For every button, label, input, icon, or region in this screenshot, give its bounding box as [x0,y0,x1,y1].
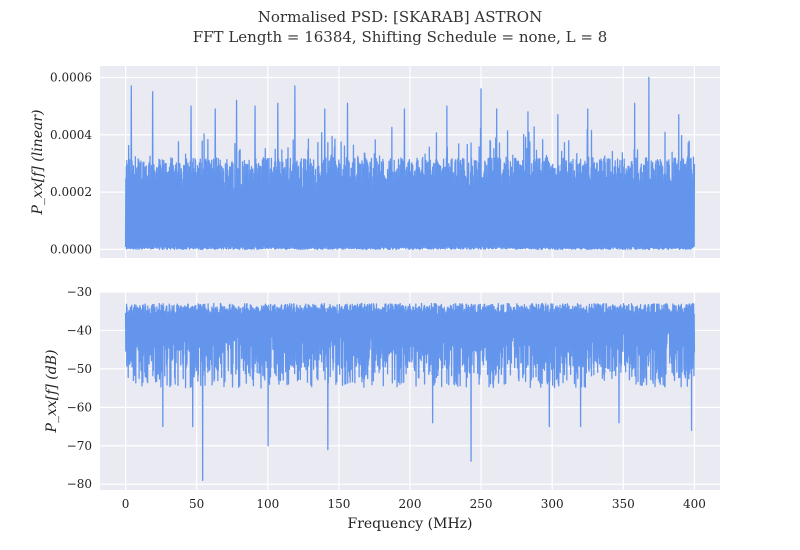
x-axis-label: Frequency (MHz) [347,516,472,532]
x-tick-label: 400 [683,497,706,511]
x-tick-label: 250 [470,497,493,511]
x-tick-label: 50 [189,497,204,511]
y-axis-label: P_xx[f] (linear) [30,110,46,216]
x-tick-label: 350 [612,497,635,511]
series-line [124,76,696,251]
y-tick-label: −70 [67,439,92,453]
y-tick-label: −40 [67,323,92,337]
chart-title-line2: FFT Length = 16384, Shifting Schedule = … [193,28,608,46]
y-tick-label: 0.0000 [50,242,92,256]
x-tick-label: 0 [122,497,130,511]
x-tick-label: 100 [256,497,279,511]
x-tick-label: 200 [399,497,422,511]
y-tick-label: −50 [67,362,92,376]
bottom-panel: −80 −70 −60 −50 −40 −30 0 50 100 150 200 250 300 350 4… [44,285,720,511]
y-tick-label: −30 [67,285,92,299]
x-tick-label: 150 [327,497,350,511]
y-tick-label: 0.0002 [50,185,92,199]
y-tick-label: −60 [67,400,92,414]
y-tick-label: 0.0004 [50,128,92,142]
x-tick-label: 300 [541,497,564,511]
top-panel: 0.0000 0.0002 0.0004 0.0006 P_xx[f] (linear) [30,66,720,258]
y-tick-label: 0.0006 [50,70,92,84]
y-tick-label: −80 [67,477,92,491]
series-line [124,302,696,482]
chart-title-line1: Normalised PSD: [SKARAB] ASTRON [258,8,542,26]
y-axis-label: P_xx[f] (dB) [44,350,60,434]
